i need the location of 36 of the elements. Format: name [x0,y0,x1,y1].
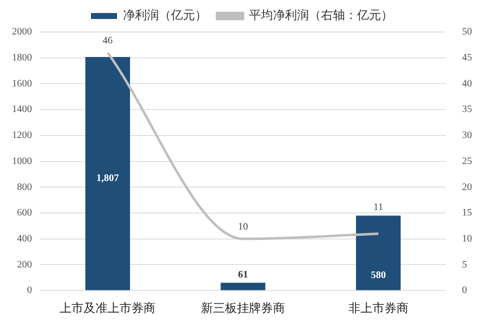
bar [85,56,130,290]
bar [356,216,401,290]
y2-tick-label: 20 [462,182,472,193]
y-tick-label: 1000 [12,156,32,167]
y-tick-label: 400 [17,234,32,245]
y-tick-label: 1600 [12,78,32,90]
data-label: 1,807 [96,172,119,184]
bar [220,282,266,290]
y-tick-label: 200 [17,259,32,270]
y2-tick-label: 30 [462,130,472,142]
x-tick-label: 新三板挂牌券商 [201,300,285,315]
y-tick-label: 1800 [12,52,32,64]
y2-tick-label: 0 [462,285,467,296]
data-label: 10 [238,222,248,233]
data-label: 46 [102,35,113,46]
data-label: 11 [374,202,384,214]
y2-tick-label: 45 [462,52,472,64]
y2-tick-label: 10 [462,234,472,245]
y2-tick-label: 35 [462,104,472,116]
y-tick-label: 600 [17,208,32,219]
data-label: 61 [238,269,248,280]
y2-tick-label: 15 [462,208,472,219]
y-tick-label: 2000 [12,26,32,38]
x-tick-label: 上市及准上市券商 [60,300,156,315]
legend-label: 净利润（亿元） [123,8,207,22]
data-label: 580 [370,270,386,282]
legend-label: 平均净利润（右轴：亿元） [249,8,393,22]
y-tick-label: 0 [27,285,32,296]
y2-tick-label: 5 [462,259,467,270]
y2-tick-label: 50 [462,26,472,38]
y-tick-label: 800 [17,182,32,193]
y-tick-label: 1400 [12,104,32,116]
x-tick-label: 非上市券商 [348,300,408,315]
y2-tick-label: 40 [462,78,472,90]
y2-tick-label: 25 [462,156,472,167]
y-tick-label: 1200 [12,130,32,142]
